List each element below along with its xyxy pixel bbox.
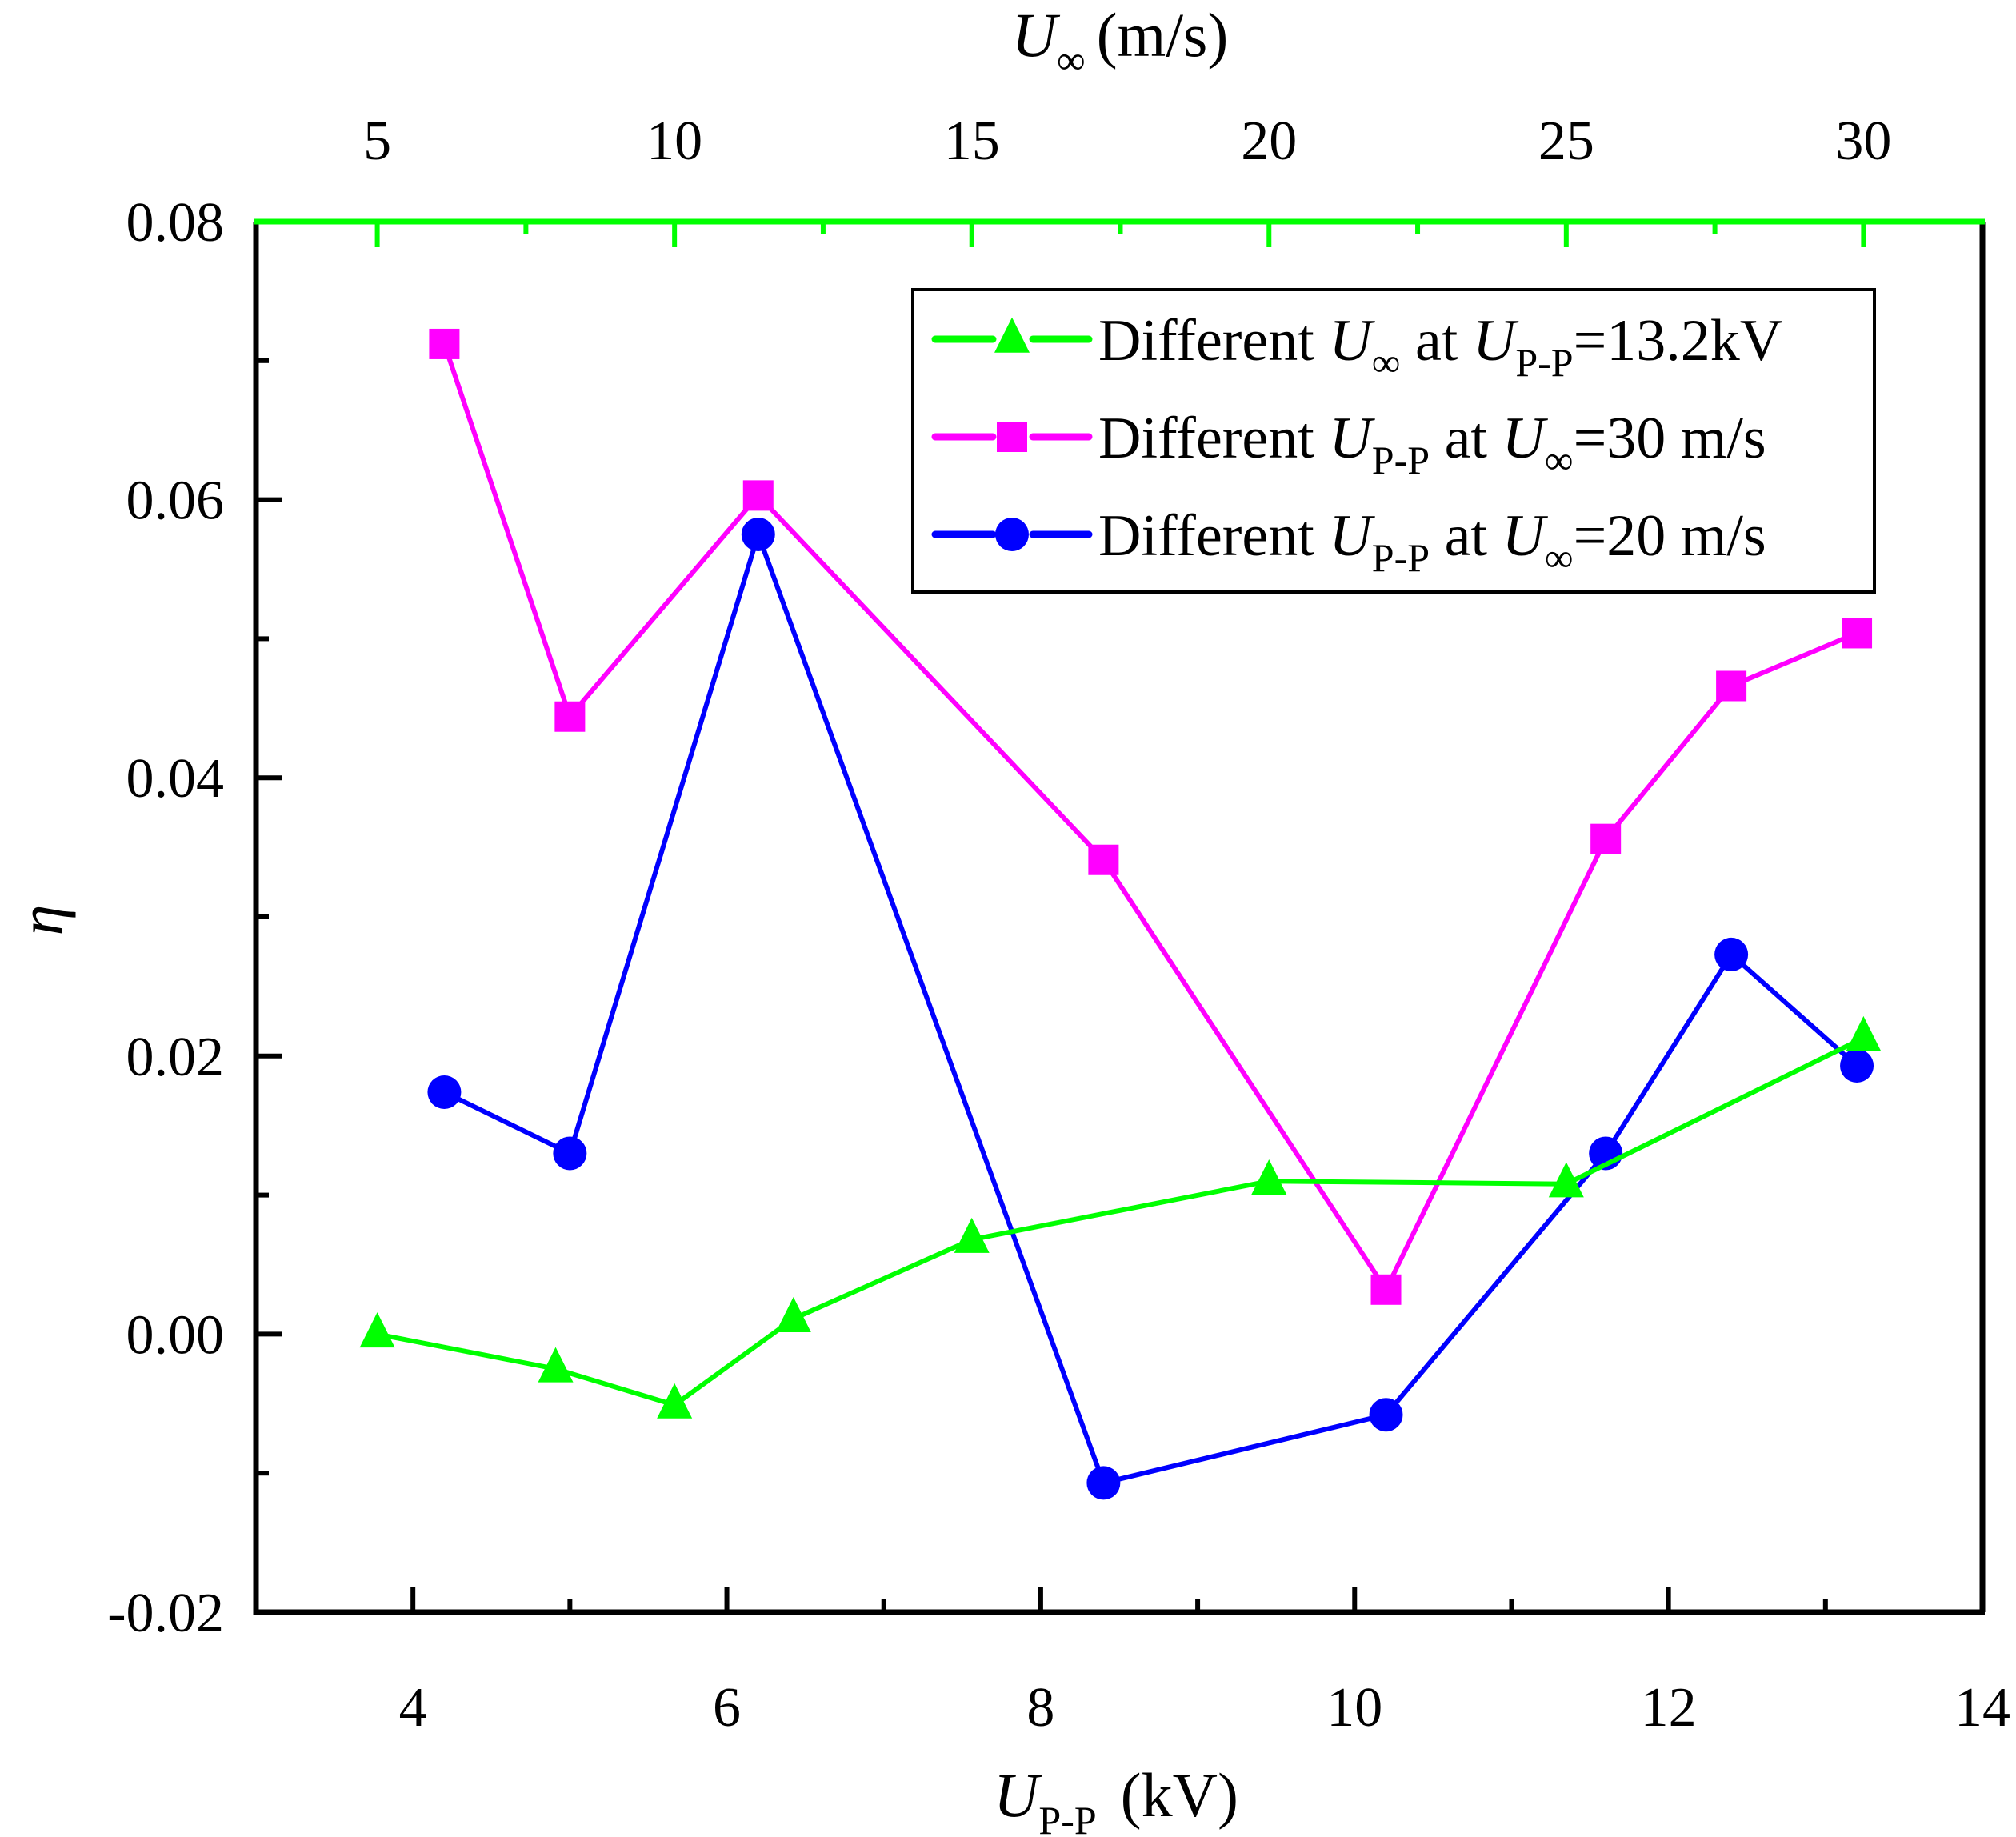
x-tick-label: 4 [399, 1677, 427, 1739]
data-point [742, 480, 774, 511]
series-square [429, 328, 1873, 1305]
legend-label-part: U [1329, 406, 1375, 471]
data-point [1369, 1398, 1403, 1432]
legend-label-part: Different [1098, 308, 1329, 374]
series-line [442, 342, 1858, 1292]
data-point [741, 518, 775, 552]
data-point [657, 1383, 693, 1419]
data-point [775, 1297, 811, 1333]
data-point [427, 1075, 462, 1109]
legend-label-part: U [1473, 308, 1519, 374]
series-line [377, 1035, 1865, 1408]
x2-axis-title-sub: ∞ [1057, 38, 1086, 82]
x-tick-label: 10 [1326, 1677, 1382, 1739]
y-axis-title: η [6, 905, 76, 936]
x-tick-label: 12 [1641, 1677, 1697, 1739]
legend-label-part: ∞ [1545, 535, 1574, 580]
y-tick-label: 0.08 [126, 192, 225, 254]
legend-marker [995, 518, 1029, 551]
data-point [553, 1136, 587, 1171]
data-point [538, 1347, 574, 1383]
legend-label-part: =30 m/s [1574, 406, 1766, 471]
legend-item: Different UP-P at U∞=30 m/s [931, 406, 1766, 482]
data-point [1088, 844, 1119, 875]
x-axis-title-symbol: U [994, 1760, 1042, 1830]
legend-item: Different UP-P at U∞=20 m/s [931, 503, 1766, 580]
legend-label: Different U∞ at UP-P=13.2kV [1098, 308, 1782, 385]
data-point [1548, 1162, 1584, 1198]
legend-label-part: =20 m/s [1574, 503, 1766, 569]
x2-axis-title-unit: (m/s) [1097, 0, 1229, 70]
x2-axis-title-symbol: U [1012, 0, 1061, 70]
series-triangle [359, 1015, 1882, 1419]
data-point [954, 1217, 990, 1253]
legend-marker [994, 317, 1030, 353]
x-tick-label: 8 [1026, 1677, 1054, 1739]
legend-label-part: U [1329, 503, 1375, 569]
legend-label-part: Different [1098, 406, 1329, 471]
y-tick-label: -0.02 [107, 1583, 224, 1644]
legend-label-part: ∞ [1545, 438, 1574, 482]
legend-label-part: P-P [1372, 438, 1430, 482]
x2-tick-label: 30 [1835, 110, 1891, 172]
legend-item: Different U∞ at UP-P=13.2kV [931, 308, 1782, 385]
axes: 4 6 8 10 12 14 5 10 15 20 25 30 -0.02 0.00 0.02 0.04 0.0… [107, 110, 2010, 1739]
x-axis-title-sub: P-P [1038, 1798, 1096, 1837]
legend-label-part: U [1329, 308, 1375, 374]
legend-label-part: at [1400, 308, 1472, 374]
data-point [1370, 1274, 1402, 1305]
legend-label-part: P-P [1372, 535, 1430, 580]
x-axis-title: UP-P (kV) [994, 1760, 1238, 1837]
x2-tick-label: 25 [1538, 110, 1594, 172]
data-point [1714, 937, 1749, 971]
data-point [1590, 823, 1622, 854]
legend-label-part: U [1502, 503, 1548, 569]
y-tick-label: 0.02 [126, 1027, 225, 1088]
x2-tick-label: 15 [944, 110, 1000, 172]
data-point [1716, 670, 1747, 702]
data-point [1251, 1159, 1287, 1195]
data-point [1086, 1466, 1121, 1500]
legend-label: Different UP-P at U∞=30 m/s [1098, 406, 1766, 482]
legend-label-part: U [1502, 406, 1548, 471]
x-tick-label: 6 [713, 1677, 741, 1739]
data-point [554, 701, 586, 732]
data-point [1842, 618, 1873, 649]
series-line [443, 532, 1859, 1486]
x2-tick-label: 5 [363, 110, 391, 172]
legend-label-part: ∞ [1372, 340, 1401, 385]
data-point [359, 1312, 395, 1348]
legend-label-part: at [1430, 406, 1502, 471]
series-layer [359, 328, 1882, 1500]
x2-tick-label: 10 [646, 110, 702, 172]
data-point [1846, 1015, 1882, 1051]
y-tick-label: 0.06 [126, 470, 225, 532]
x2-axis-title: U∞ (m/s) [1012, 0, 1229, 82]
legend-label-part: =13.2kV [1574, 308, 1783, 374]
series-circle [427, 518, 1874, 1500]
legend-label-part: P-P [1515, 340, 1573, 385]
data-point [429, 328, 460, 359]
x-tick-label: 14 [1954, 1677, 2010, 1739]
y-tick-label: 0.00 [126, 1304, 225, 1366]
legend-label: Different UP-P at U∞=20 m/s [1098, 503, 1766, 580]
data-point [1840, 1048, 1874, 1083]
x2-tick-label: 20 [1241, 110, 1297, 172]
y-tick-label: 0.04 [126, 748, 225, 810]
legend-label-part: at [1430, 503, 1502, 569]
legend-label-part: Different [1098, 503, 1329, 569]
x-axis-title-unit: (kV) [1121, 1760, 1238, 1830]
legend-marker [997, 422, 1027, 452]
